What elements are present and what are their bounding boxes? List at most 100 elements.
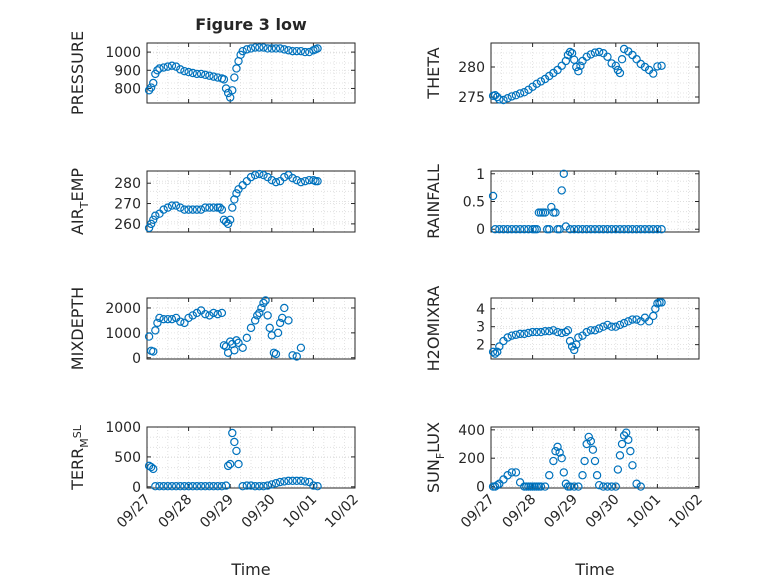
data-point (225, 337, 235, 346)
data-point (594, 225, 604, 234)
data-point (545, 225, 554, 234)
data-point (553, 442, 562, 452)
data-point (653, 62, 662, 71)
data-point (263, 44, 272, 53)
y-tick-label: 0 (132, 480, 141, 496)
data-point (628, 461, 637, 470)
data-point (188, 205, 197, 214)
data-point (238, 343, 247, 352)
axes-box (146, 42, 356, 104)
data-point (230, 73, 239, 82)
data-point (163, 314, 172, 324)
data-point (520, 329, 529, 339)
data-point (565, 47, 575, 57)
data-point (159, 482, 168, 491)
data-point (313, 482, 322, 491)
data-point (296, 46, 306, 56)
data-point (592, 471, 602, 480)
data-point (265, 323, 274, 333)
data-point (180, 318, 189, 328)
data-point (507, 225, 516, 234)
data-point (490, 349, 500, 358)
data-point (632, 55, 641, 64)
data-point (559, 468, 569, 477)
y-axis-label: H2OMIXRA (424, 286, 443, 372)
data-point (209, 482, 218, 491)
data-point (246, 481, 256, 490)
data-point (636, 225, 645, 234)
data-point (267, 480, 276, 489)
y-axis-label-superscript: SL (71, 424, 84, 438)
data-point (205, 482, 214, 491)
data-point (649, 225, 658, 234)
y-axis-label-main: RAINFALL (424, 164, 443, 239)
subplot-pressure: 800 900 1000 PRESSURE (68, 31, 356, 115)
data-point (551, 446, 560, 456)
data-point (213, 309, 222, 319)
data-point (273, 328, 283, 338)
data-point (201, 482, 210, 491)
y-axis-label-main: AIR (68, 208, 87, 235)
x-tick-label: 09/29 (197, 492, 237, 532)
axes-box (146, 170, 356, 233)
data-point (151, 211, 160, 220)
data-point (149, 347, 158, 356)
y-tick-label: 260 (114, 217, 141, 233)
data-point (155, 482, 164, 491)
data-point (155, 64, 164, 73)
y-tick-label: 500 (114, 450, 141, 466)
x-tick-label: 09/28 (156, 492, 196, 532)
data-point (495, 225, 504, 234)
data-point (257, 303, 266, 313)
data-point (221, 217, 231, 227)
data-point (574, 225, 583, 234)
data-point (624, 317, 633, 326)
data-point (146, 83, 156, 92)
data-point (588, 445, 598, 454)
data-point (615, 68, 625, 78)
data-point (590, 456, 600, 466)
data-point (503, 333, 512, 342)
data-point (184, 313, 193, 323)
data-point (192, 205, 202, 214)
data-point (146, 219, 156, 229)
data-point (619, 318, 629, 328)
data-point (267, 175, 276, 185)
data-point (490, 482, 500, 491)
data-point (275, 44, 285, 53)
data-point (632, 315, 641, 324)
data-point (242, 333, 252, 343)
data-point (540, 208, 550, 217)
y-tick-label: 3 (476, 320, 485, 336)
data-point (296, 476, 306, 486)
data-point (176, 203, 185, 212)
data-point (626, 446, 635, 456)
data-point (611, 225, 621, 234)
data-point (242, 481, 252, 490)
data-point (488, 191, 498, 201)
data-point (578, 225, 587, 234)
data-point (232, 446, 241, 456)
data-point (603, 52, 612, 62)
subplot-h2omixra: 2 3 4 H2OMIXRA (424, 286, 700, 372)
data-point (163, 203, 172, 212)
data-point (644, 225, 654, 234)
data-point (617, 439, 627, 449)
data-point (280, 477, 289, 486)
data-point (225, 215, 235, 224)
data-point (594, 324, 604, 333)
data-point (271, 479, 281, 488)
y-tick-label: 1 (476, 167, 485, 183)
data-point (607, 322, 616, 331)
data-point (555, 448, 564, 457)
data-point (511, 468, 521, 477)
data-point (590, 225, 600, 234)
data-point (503, 93, 512, 103)
subplot-theta: 275 280 THETA (424, 42, 700, 106)
data-point (288, 476, 297, 486)
data-point (184, 67, 193, 77)
data-point (159, 314, 168, 324)
data-point (144, 223, 154, 233)
data-point (192, 482, 202, 491)
data-point (292, 476, 301, 486)
